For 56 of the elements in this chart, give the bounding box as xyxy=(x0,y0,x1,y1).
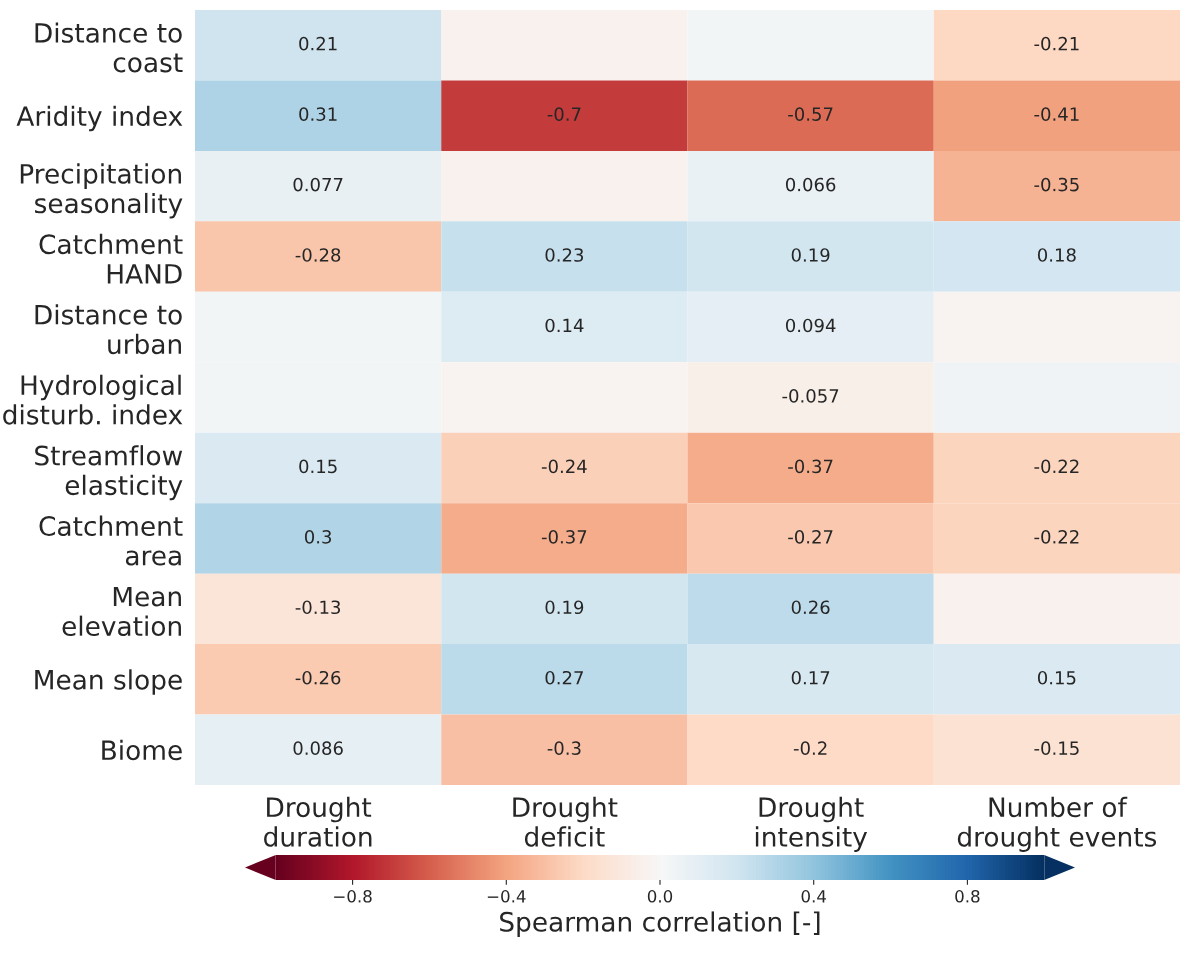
data-label: 0.066 xyxy=(785,177,836,192)
color-bar-label: −0.8 xyxy=(334,890,372,903)
data-label: -0.22 xyxy=(1034,529,1079,544)
data-label: 0.31 xyxy=(299,107,337,121)
data-label: -0.37 xyxy=(541,529,587,544)
y-tick-label: Mean elevation xyxy=(62,586,181,637)
data-label: 0.27 xyxy=(545,670,583,685)
data-label: -0.13 xyxy=(295,600,341,615)
color-bar-label: −0.4 xyxy=(487,890,526,903)
y-tick-label: Streamflow elasticity xyxy=(35,445,183,501)
y-tick-label: Distance to urban xyxy=(35,304,182,355)
y-tick-label: Hydrological disturb. index xyxy=(3,374,183,425)
data-label: -0.21 xyxy=(1034,36,1079,51)
data-label: 0.17 xyxy=(791,670,830,685)
data-label: -0.26 xyxy=(295,670,341,685)
data-label: -0.22 xyxy=(1034,459,1079,474)
data-label: 0.15 xyxy=(1037,670,1076,685)
data-label: -0.2 xyxy=(793,741,827,756)
x-tick-label: Number of drought events xyxy=(957,796,1157,852)
data-label: 0.19 xyxy=(545,600,584,615)
data-label: 0.23 xyxy=(545,248,584,262)
data-label: -0.057 xyxy=(782,389,839,403)
data-label: 0.21 xyxy=(299,36,337,51)
y-tick-label: Biome xyxy=(102,739,182,761)
data-label: 0.086 xyxy=(293,741,343,756)
data-label: -0.41 xyxy=(1034,107,1079,121)
color-bar-label: 0.8 xyxy=(955,890,980,903)
y-tick-label: Distance to coast xyxy=(35,22,183,73)
data-label: 0.14 xyxy=(545,318,584,333)
data-label: 0.19 xyxy=(791,248,830,262)
data-label: 0.3 xyxy=(304,529,332,544)
color-bar-title: Spearman correlation [-] xyxy=(500,911,820,937)
data-label: 0.094 xyxy=(785,318,836,333)
data-label: 0.15 xyxy=(299,459,337,474)
data-label: -0.28 xyxy=(295,248,341,262)
data-label: -0.57 xyxy=(788,107,833,121)
data-label: -0.3 xyxy=(547,741,581,756)
y-tick-label: Catchment HAND xyxy=(39,233,183,284)
color-bar-label: 0.0 xyxy=(647,890,673,903)
data-label: 0.18 xyxy=(1037,248,1076,262)
x-tick-label: Drought deficit xyxy=(513,796,618,847)
y-tick-label: Mean slope xyxy=(35,669,182,695)
data-label: -0.27 xyxy=(788,529,833,544)
data-label: -0.7 xyxy=(547,107,581,121)
y-tick-label: Catchment area xyxy=(39,515,183,566)
x-tick-label: Drought duration xyxy=(264,796,372,847)
data-label: -0.24 xyxy=(541,459,587,474)
data-label: -0.37 xyxy=(788,459,833,474)
x-tick-label: Drought intensity xyxy=(755,796,868,852)
color-bar-label: 0.4 xyxy=(801,890,827,903)
data-label: 0.26 xyxy=(791,600,830,615)
data-label: -0.15 xyxy=(1034,741,1079,756)
data-label: 0.077 xyxy=(293,177,343,192)
y-tick-label: Precipitation seasonality xyxy=(20,163,183,219)
data-label: -0.35 xyxy=(1034,177,1079,192)
y-tick-label: Aridity index xyxy=(16,105,183,132)
